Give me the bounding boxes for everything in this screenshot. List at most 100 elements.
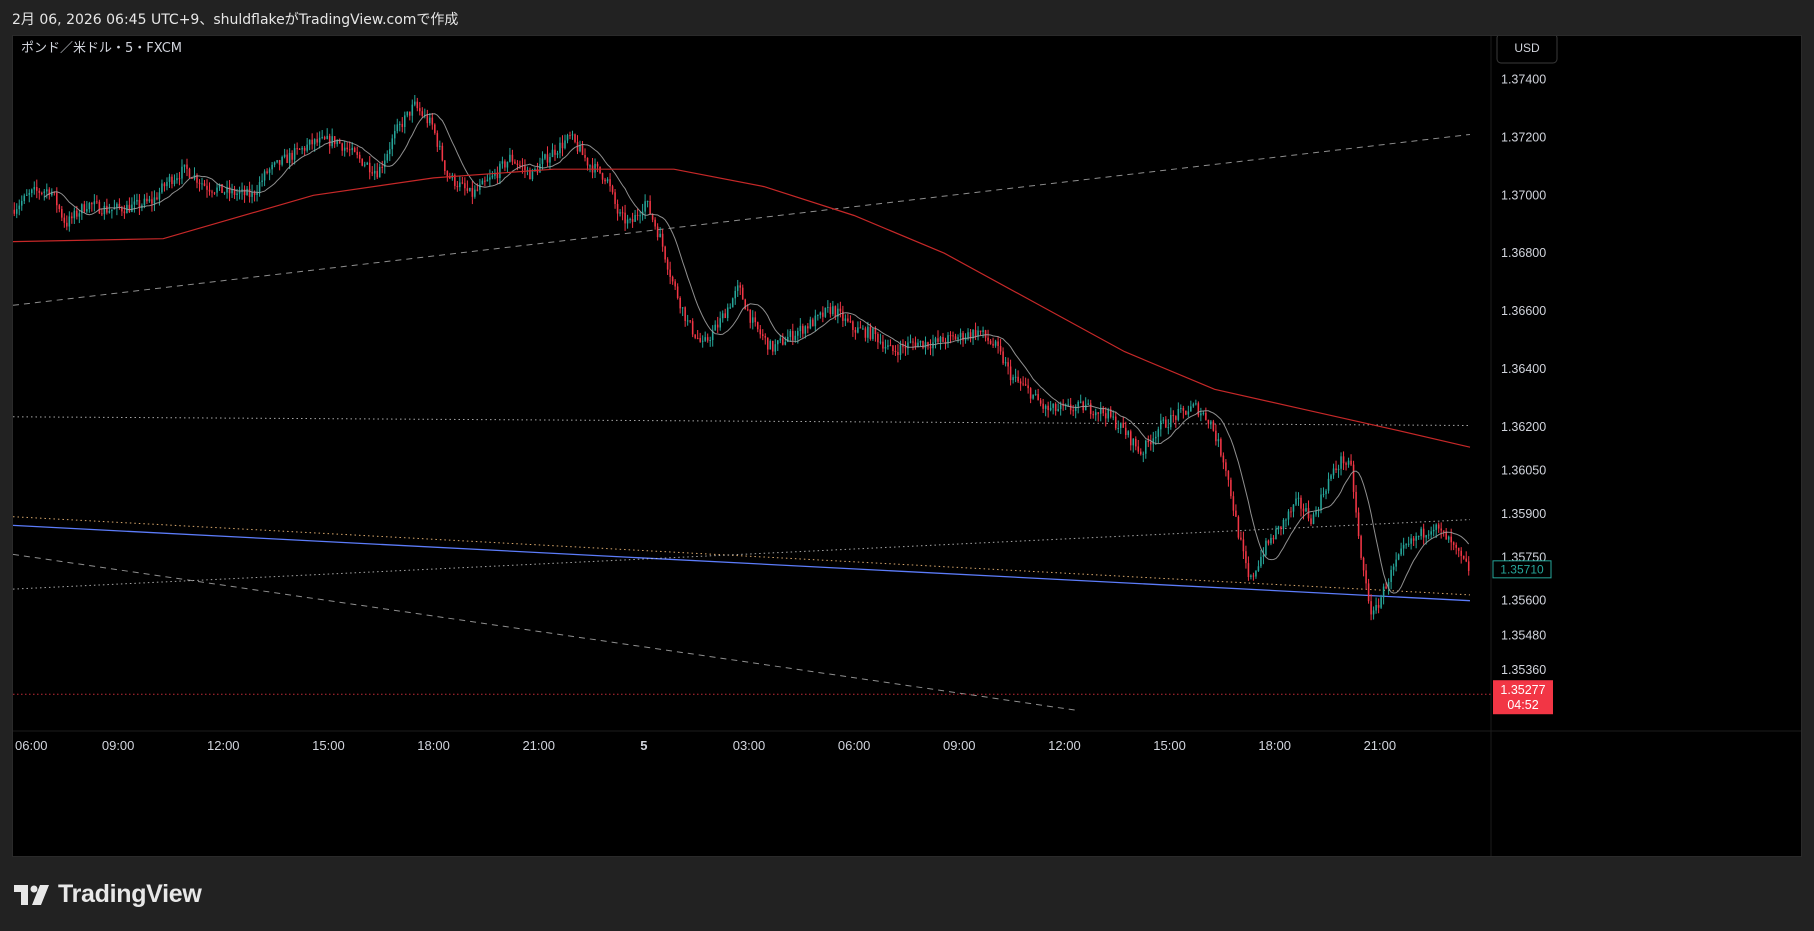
candle-body [416,101,419,109]
candle-body [1420,528,1422,537]
candle-body [414,101,416,105]
candle-body [854,330,857,333]
candle-body [889,345,892,347]
candle-body [321,136,323,138]
y-tick-label: 1.37400 [1501,72,1546,86]
candle-body [1452,542,1455,545]
candle-body [1187,411,1190,415]
candle-body [639,215,641,217]
candle-body [1430,531,1432,535]
candle-body [1325,490,1327,495]
candle-body [1295,498,1297,505]
candle-body [1342,456,1345,464]
candle-body [1129,431,1132,446]
candle-body [741,287,744,300]
candle-body [156,197,158,200]
candle-body [1362,557,1365,571]
candle-body [41,192,43,194]
candle-body [962,332,964,341]
candle-body [616,203,619,214]
candle-body [554,149,556,155]
candle-body [393,131,396,139]
candle-body [724,313,726,319]
candle-body [917,342,919,348]
candle-body [596,163,599,167]
candle-body [621,212,624,214]
candle-body [609,179,611,187]
candle-body [974,329,977,337]
candle-body [1077,401,1079,407]
candle-body [666,259,669,270]
candle-body [1024,384,1027,386]
candle-body [166,181,168,187]
candle-body [158,192,161,200]
candle-body [586,157,589,166]
chart-area[interactable]: ポンド／米ドル・5・FXCM USD 1.37400 1.37200 1.37000 1.… [12,35,1802,857]
candle-body [1250,575,1252,578]
candle-body [296,148,298,150]
candle-body [1315,510,1317,515]
candle-body [541,158,544,164]
candle-body [1112,416,1115,418]
candle-body [1054,403,1057,411]
candle-body [15,209,18,214]
candle-body [236,193,238,196]
candle-body [824,307,827,317]
candle-body [1079,401,1082,403]
candle-body [1089,403,1092,415]
candle-body [751,317,754,323]
candle-body [301,147,303,150]
candle-body [681,307,684,309]
candle-body [1182,408,1185,411]
candle-body [198,182,201,184]
candle-body [83,204,86,212]
candle-body [1197,403,1200,416]
candle-body [904,346,907,349]
candle-body [323,136,326,139]
candle-body [429,117,431,124]
candle-body [58,205,61,209]
candle-body [278,160,281,165]
candle-body [446,170,449,177]
candle-body [328,135,331,147]
candle-body [1285,519,1287,521]
candle-body [208,189,211,192]
candle-body [283,154,286,157]
candle-body [1022,383,1024,385]
candle-body [1047,405,1049,411]
candle-body [203,183,206,186]
candle-body [882,341,884,349]
candle-body [1435,524,1437,530]
candle-body [1034,394,1037,396]
candle-body [479,184,481,190]
candle-body [1094,412,1097,416]
candle-body [238,191,241,194]
candle-body [38,190,41,193]
tradingview-logo[interactable]: TradingView [14,880,202,909]
candle-body [469,187,471,191]
candle-body [829,306,832,315]
candle-body [1422,528,1425,538]
candle-body [1185,410,1187,415]
candle-body [253,192,256,195]
candle-body [1157,429,1160,437]
candle-body [674,281,676,287]
candle-body [496,173,499,179]
candle-body [912,341,914,343]
candle-body [1432,529,1435,532]
candle-body [509,154,511,162]
candle-body [716,324,719,328]
candle-body [1352,464,1355,492]
candle-body [306,144,308,151]
candle-body [1072,410,1074,412]
price-chart[interactable]: ポンド／米ドル・5・FXCM USD 1.37400 1.37200 1.37000 1.… [13,36,1801,856]
candle-body [459,182,461,188]
candle-body [942,337,944,342]
candle-body [378,166,381,178]
candle-body [939,337,942,342]
candle-body [1165,419,1167,428]
candle-body [1152,438,1155,445]
candle-body [902,344,904,347]
candle-body [1442,530,1445,532]
candle-body [1402,544,1405,549]
